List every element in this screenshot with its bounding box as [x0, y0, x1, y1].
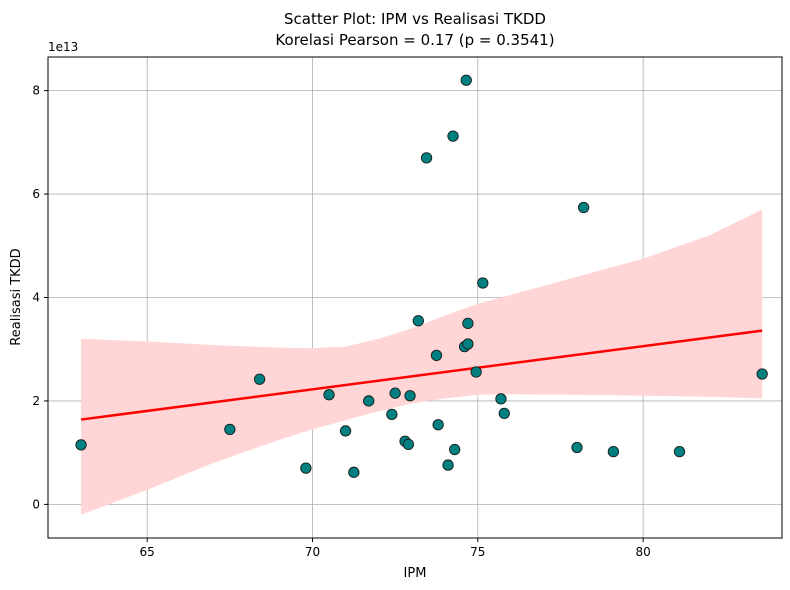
- confidence-band: [81, 209, 763, 515]
- scatter-point-4: [323, 389, 335, 401]
- x-tick-label-0: 65: [140, 545, 155, 559]
- y-axis-ticks: 0 2 4 6 8: [32, 84, 48, 511]
- y-axis-label: Realisasi TKDD: [9, 248, 24, 345]
- scatter-point-18: [447, 130, 459, 142]
- scatter-point-5: [339, 425, 352, 437]
- x-axis-ticks: 65 70 75 80: [140, 538, 651, 559]
- scatter-point-29: [577, 201, 590, 214]
- scatter-point-24: [470, 366, 482, 378]
- scatter-point-32: [756, 368, 768, 380]
- scatter-point-1: [224, 423, 236, 436]
- scatter-point-21: [460, 74, 472, 86]
- scatter-point-7: [363, 395, 375, 407]
- scatter-point-25: [477, 277, 489, 289]
- chart-subtitle: Korelasi Pearson = 0.17 (p = 0.3541): [275, 31, 554, 49]
- scatter-point-11: [402, 438, 415, 451]
- scatter-point-6: [348, 466, 360, 478]
- scatter-point-0: [75, 439, 87, 451]
- scatter-point-14: [420, 152, 433, 164]
- x-tick-label-3: 80: [635, 545, 650, 559]
- scatter-point-13: [412, 315, 424, 327]
- scatter-point-19: [449, 443, 461, 456]
- y-tick-label-4: 8: [32, 84, 40, 98]
- scatter-point-27: [498, 407, 510, 420]
- scatter-point-17: [442, 459, 454, 471]
- scatter-point-9: [389, 387, 401, 399]
- regression-line: [80, 329, 763, 421]
- x-axis-label: IPM: [404, 566, 427, 581]
- scatter-points: [75, 74, 768, 478]
- scatter-point-28: [571, 441, 583, 454]
- regression-line-layer: [80, 329, 763, 421]
- scatter-point-12: [404, 390, 416, 402]
- scatter-point-23: [462, 338, 474, 350]
- scatter-point-30: [607, 445, 620, 458]
- scatter-point-15: [430, 349, 443, 362]
- scatter-point-16: [432, 419, 444, 431]
- y-tick-label-3: 6: [32, 187, 40, 201]
- y-tick-label-1: 2: [32, 394, 40, 408]
- scatter-point-31: [673, 445, 686, 458]
- scatter-point-26: [495, 393, 507, 405]
- x-tick-label-2: 75: [470, 545, 485, 559]
- scatter-point-8: [386, 408, 398, 421]
- confidence-band-layer: [81, 209, 763, 515]
- chart-title: Scatter Plot: IPM vs Realisasi TKDD: [284, 10, 546, 28]
- scatter-point-22: [462, 317, 474, 330]
- x-tick-label-1: 70: [305, 545, 320, 559]
- scatter-point-2: [253, 373, 266, 385]
- y-tick-label-0: 0: [32, 497, 40, 511]
- scatter-point-3: [300, 462, 312, 474]
- y-tick-label-2: 4: [32, 291, 40, 305]
- y-offset-label: 1e13: [48, 40, 78, 54]
